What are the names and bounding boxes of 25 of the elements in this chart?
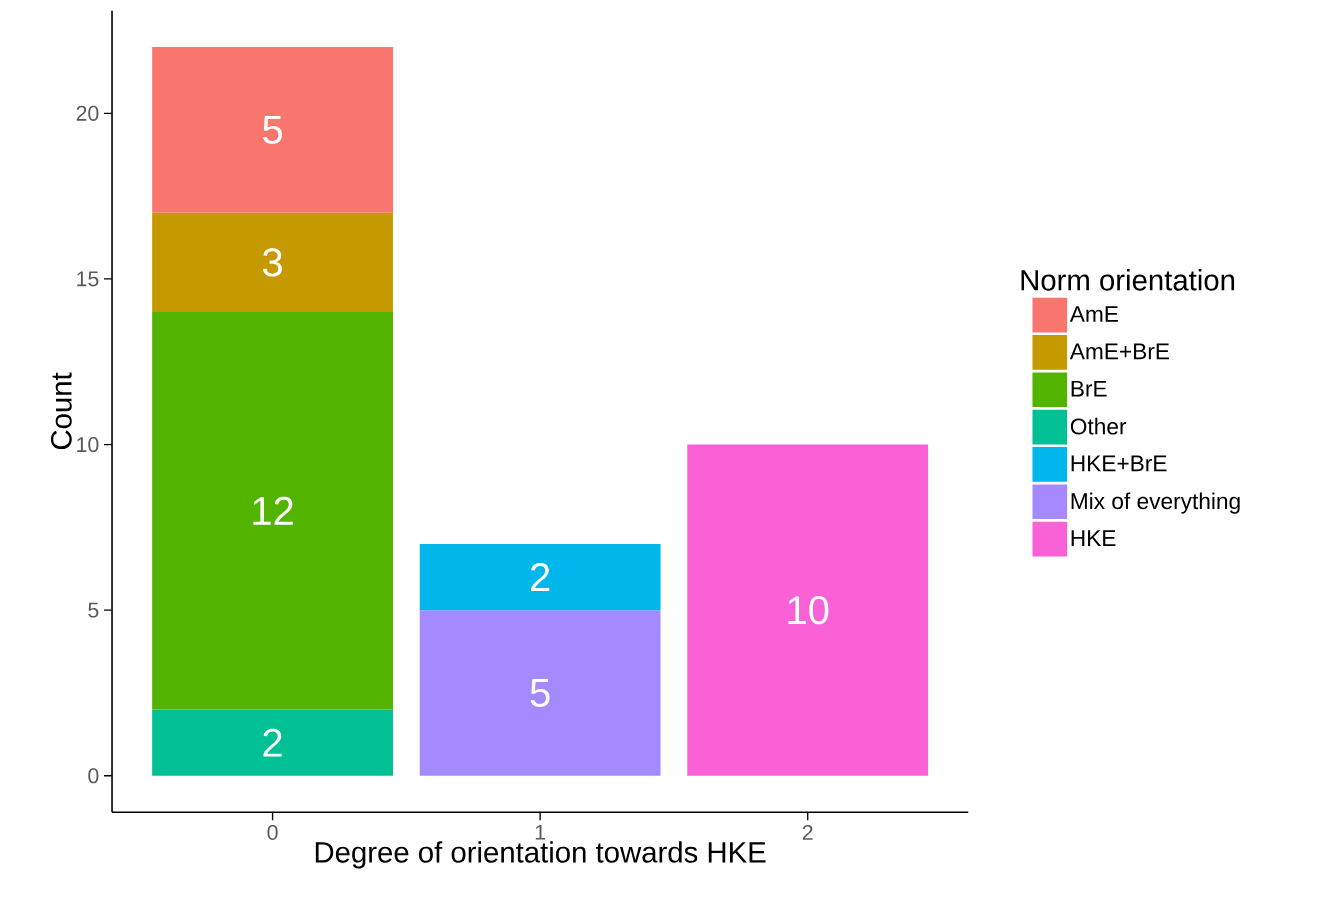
data-label: 3 [262,248,282,277]
x-tick-label: 0 [267,825,278,841]
legend-label: Other [1070,418,1127,435]
data-label: 5 [530,679,550,708]
data-label: 2 [263,728,282,757]
legend-title: Norm orientation [1021,269,1235,291]
legend-label: HKE [1071,530,1116,547]
data-label: 10 [788,596,829,625]
legend-label: HKE+BrE [1071,455,1167,472]
x-tick-label: 2 [802,825,813,841]
y-axis-title: Count [50,372,72,450]
legend-label: AmE [1069,306,1118,323]
data-label: 2 [531,563,550,592]
x-axis-title: Degree of orientation towards HKE [315,841,766,869]
legend-label: Mix of everything [1071,492,1240,514]
legend-label: BrE [1071,381,1107,397]
data-label: 12 [253,497,293,525]
y-tick-label: 10 [77,437,99,453]
data-label: 5 [263,116,283,145]
y-tick-label: 0 [88,768,99,784]
y-tick-label: 5 [88,602,99,618]
y-tick-label: 20 [76,106,99,122]
y-tick-label: 15 [77,271,99,287]
legend-label: AmE+BrE [1069,343,1169,360]
x-tick-label: 1 [535,825,546,840]
